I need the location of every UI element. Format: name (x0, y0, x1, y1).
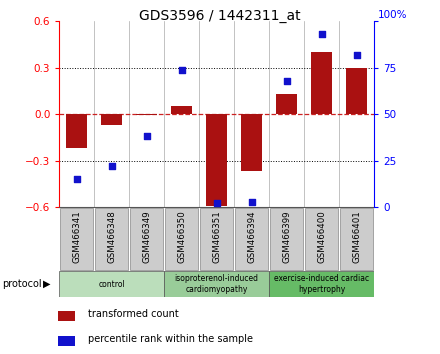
Bar (58, 336, 74, 346)
Text: GDS3596 / 1442311_at: GDS3596 / 1442311_at (139, 9, 301, 23)
Text: percentile rank within the sample: percentile rank within the sample (88, 334, 253, 344)
FancyBboxPatch shape (59, 271, 164, 297)
Point (108, 164, 115, 169)
Bar (58, 312, 74, 321)
Text: GSM466401: GSM466401 (352, 210, 361, 263)
FancyBboxPatch shape (164, 271, 269, 297)
FancyBboxPatch shape (130, 209, 163, 269)
Text: GSM466394: GSM466394 (247, 210, 256, 263)
Bar (346, 68, 367, 114)
Text: GSM466351: GSM466351 (212, 210, 221, 263)
Text: GSM466341: GSM466341 (72, 210, 81, 263)
Text: transformed count: transformed count (88, 309, 179, 320)
Point (318, 32, 325, 37)
Point (248, 199, 255, 204)
Text: exercise-induced cardiac
hypertrophy: exercise-induced cardiac hypertrophy (274, 274, 369, 294)
Bar (311, 52, 332, 114)
Point (143, 133, 150, 139)
FancyBboxPatch shape (305, 209, 338, 269)
Bar (241, 114, 262, 171)
FancyBboxPatch shape (235, 209, 268, 269)
FancyBboxPatch shape (270, 209, 303, 269)
Text: protocol: protocol (2, 279, 42, 289)
Bar (66, 114, 88, 148)
FancyBboxPatch shape (200, 209, 233, 269)
FancyBboxPatch shape (340, 209, 373, 269)
Text: GSM466399: GSM466399 (282, 210, 291, 263)
Point (178, 67, 185, 73)
Point (353, 52, 360, 57)
Bar (171, 105, 192, 114)
Text: GSM466348: GSM466348 (107, 210, 116, 263)
Point (73, 176, 81, 182)
FancyBboxPatch shape (269, 271, 374, 297)
FancyBboxPatch shape (60, 209, 93, 269)
FancyBboxPatch shape (165, 209, 198, 269)
Point (213, 200, 220, 206)
Text: 100%: 100% (378, 10, 408, 20)
Point (283, 78, 290, 84)
Text: GSM466349: GSM466349 (142, 210, 151, 263)
Text: ▶: ▶ (43, 279, 51, 289)
Text: GSM466350: GSM466350 (177, 210, 186, 263)
Text: GSM466400: GSM466400 (317, 210, 326, 263)
Text: isoproterenol-induced
cardiomyopathy: isoproterenol-induced cardiomyopathy (175, 274, 259, 294)
Bar (276, 94, 297, 114)
FancyBboxPatch shape (95, 209, 128, 269)
Bar (206, 114, 227, 206)
Bar (136, 114, 157, 115)
Bar (101, 114, 122, 125)
Text: control: control (99, 280, 125, 289)
